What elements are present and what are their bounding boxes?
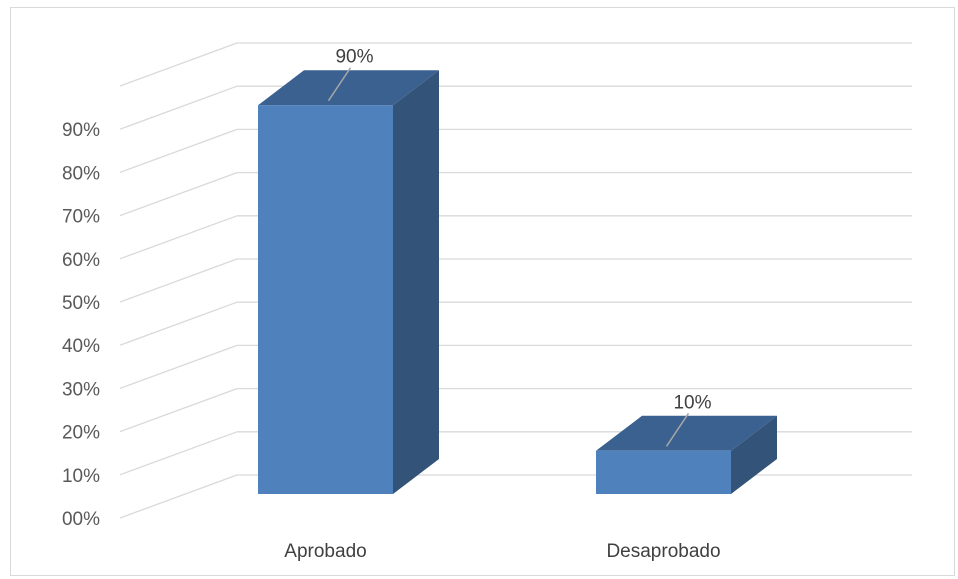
bars bbox=[258, 70, 777, 494]
y-tick-label: 10% bbox=[62, 466, 100, 487]
gridline-diagonal bbox=[119, 128, 238, 174]
category-label: Desaprobado bbox=[606, 541, 720, 562]
data-label: 90% bbox=[335, 47, 373, 68]
gridline-diagonal bbox=[119, 474, 238, 519]
data-label-leader bbox=[327, 67, 352, 102]
gridline-diagonal bbox=[119, 215, 238, 260]
x-axis-category-labels: Aprobado Desaprobado bbox=[284, 541, 720, 562]
gridline-diagonal bbox=[119, 431, 238, 476]
y-tick-label: 30% bbox=[62, 379, 100, 400]
gridline-diagonal bbox=[119, 85, 238, 130]
gridline-diagonal bbox=[119, 171, 238, 217]
gridline-diagonal bbox=[119, 258, 238, 303]
y-tick-label: 80% bbox=[62, 163, 100, 184]
y-tick-label: 20% bbox=[62, 423, 100, 444]
y-tick-label: 90% bbox=[62, 120, 100, 141]
bar-top-face bbox=[258, 70, 439, 106]
data-labels: 90% 10% bbox=[327, 47, 712, 447]
bar-side-face bbox=[393, 70, 439, 494]
y-tick-label: 50% bbox=[62, 293, 100, 314]
y-tick-label: 00% bbox=[62, 509, 100, 530]
bar-front-face bbox=[258, 105, 393, 494]
data-label: 10% bbox=[673, 392, 711, 413]
category-label: Aprobado bbox=[284, 541, 366, 562]
gridlines bbox=[119, 42, 912, 519]
gridline-diagonal bbox=[119, 387, 238, 433]
bar-desaprobado bbox=[596, 415, 777, 494]
gridline-diagonal bbox=[119, 42, 238, 87]
bar-aprobado bbox=[258, 70, 439, 494]
bar-top-face bbox=[596, 415, 777, 451]
gridline-diagonal bbox=[119, 301, 238, 346]
y-axis-tick-labels: 00% 10% 20% 30% 40% 50% 60% 70% 80% 90% bbox=[62, 120, 100, 530]
y-tick-label: 40% bbox=[62, 336, 100, 357]
y-tick-label: 60% bbox=[62, 250, 100, 271]
data-label-leader bbox=[665, 412, 690, 447]
bar-front-face bbox=[596, 450, 731, 494]
y-tick-label: 70% bbox=[62, 207, 100, 228]
chart-frame bbox=[10, 7, 955, 576]
gridline-diagonal bbox=[119, 344, 238, 390]
bar-side-face bbox=[731, 415, 777, 494]
